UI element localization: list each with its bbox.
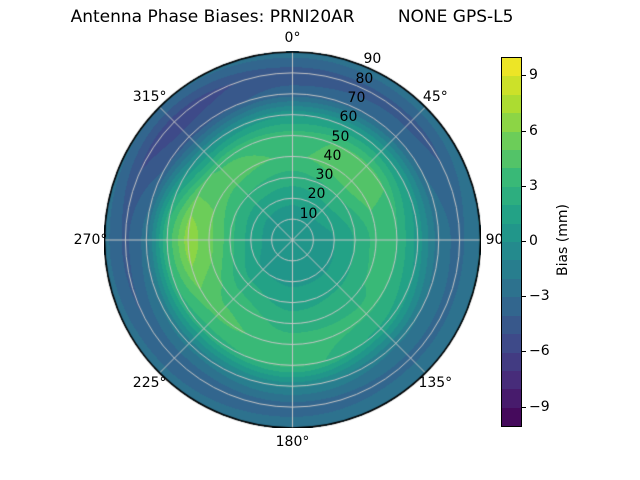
radial-tick-label: 60 [339,109,358,126]
colorbar-tick [522,185,526,187]
colorbar-band [502,131,521,151]
colorbar-band [502,223,521,243]
colorbar-tick-label: −9 [529,398,550,415]
colorbar-tick [522,75,526,77]
colorbar-tick-label: 9 [529,67,538,84]
colorbar [501,57,522,427]
radial-tick-label: 40 [323,147,342,164]
colorbar-band [502,370,521,390]
colorbar-band [502,186,521,206]
colorbar-band [502,260,521,279]
colorbar-band [502,315,521,335]
colorbar-tick-label: 6 [529,122,538,139]
colorbar-band [502,334,521,353]
colorbar-tick [522,130,526,132]
radial-tick-label: 80 [355,70,374,87]
colorbar-tick [522,351,526,353]
colorbar-tick [522,241,526,242]
colorbar-band [502,150,521,169]
colorbar-band [502,94,521,114]
angular-tick-label: 135° [418,374,453,391]
colorbar-band [502,407,521,427]
colorbar-band [502,58,521,77]
colorbar-band [502,242,521,261]
radial-tick-label: 90 [363,51,382,68]
polar-contour-canvas [104,51,481,428]
radial-tick-label: 10 [299,205,318,222]
colorbar-band [502,278,521,298]
colorbar-band [502,352,521,371]
colorbar-label: Bias (mm) [555,203,571,277]
colorbar-tick-label: −6 [529,343,550,360]
angular-tick-label: 90 [485,232,504,248]
colorbar-tick-label: 0 [529,233,538,249]
colorbar-tick-label: −3 [529,288,550,305]
chart-title: Antenna Phase Biases: PRNI20AR NONE GPS-… [70,7,514,27]
angular-tick-label: 225° [132,374,167,391]
colorbar-band [502,168,521,187]
angular-tick-label: 180° [275,434,310,450]
colorbar-tick [522,296,526,298]
radial-tick-label: 20 [307,186,326,203]
colorbar-band [502,113,521,132]
radial-tick-label: 30 [315,167,334,184]
angular-tick-label: 45° [422,89,448,106]
angular-tick-label: 315° [132,89,167,106]
colorbar-band [502,76,521,95]
colorbar-tick-label: 3 [529,177,538,194]
colorbar-band [502,389,521,408]
radial-tick-label: 50 [331,128,350,145]
angular-tick-label: 0° [284,30,301,46]
colorbar-tick [522,406,526,408]
colorbar-band [502,205,521,224]
angular-tick-label: 270° [73,232,108,248]
radial-tick-label: 70 [347,89,366,106]
colorbar-band [502,297,521,316]
